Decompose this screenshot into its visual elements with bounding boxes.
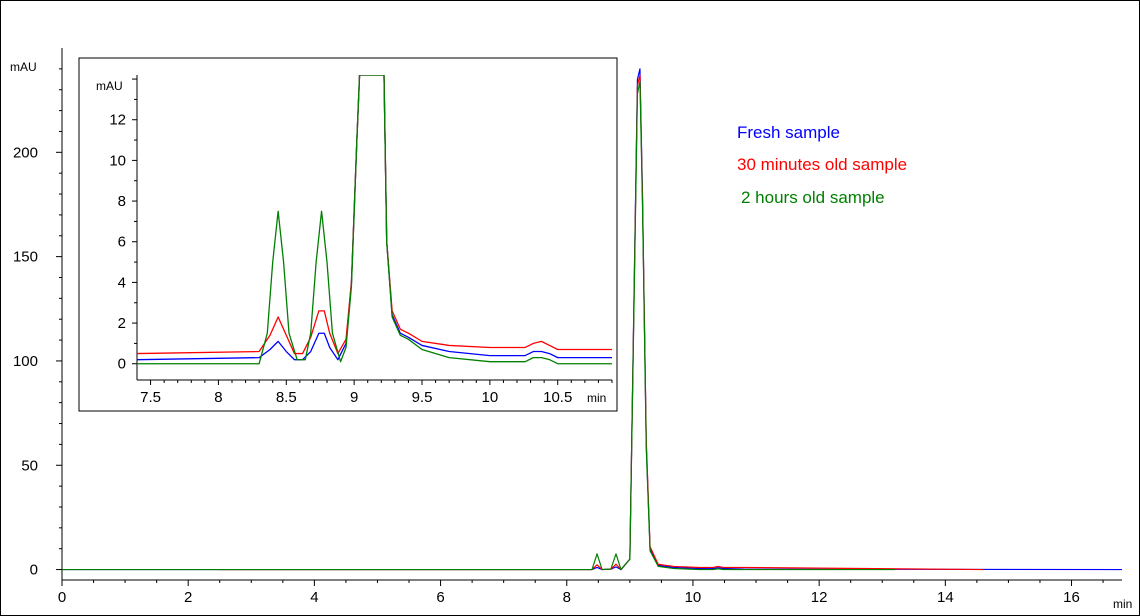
legend: Fresh sample 30 minutes old sample 2 hou… <box>737 123 907 207</box>
inset-x-tick-label: 10.5 <box>543 389 572 406</box>
inset-y-tick-label: 0 <box>118 356 126 373</box>
x-axis-label: min <box>1113 597 1132 611</box>
series-line-2-hours-old-sample <box>62 80 895 571</box>
y-tick-label: 150 <box>13 249 38 266</box>
inset-x-tick-label: 10 <box>482 389 499 406</box>
main-series-group <box>62 68 1123 571</box>
y-axis-label: mAU <box>10 60 37 74</box>
x-tick-label: 4 <box>310 589 318 606</box>
inset-x-tick-label: 9.5 <box>412 389 433 406</box>
inset-y-tick-label: 12 <box>109 112 126 129</box>
y-tick-label: 50 <box>21 457 38 474</box>
inset-y-tick-label: 10 <box>109 152 126 169</box>
inset-y-tick-label: 6 <box>118 234 126 251</box>
inset-y-tick-label: 4 <box>118 274 126 291</box>
x-tick-label: 14 <box>937 589 954 606</box>
inset-y-tick-label: 8 <box>118 193 126 210</box>
inset-x-axis-label: min <box>587 391 606 405</box>
inset-y-axis-label: mAU <box>96 79 123 93</box>
inset-series-group <box>137 75 612 365</box>
y-tick-label: 200 <box>13 144 38 161</box>
inset-x-tick-label: 8 <box>214 389 222 406</box>
inset-x-tick-label: 9 <box>350 389 358 406</box>
series-line-fresh-sample <box>62 68 1123 571</box>
inset-x-tick-label: 8.5 <box>276 389 297 406</box>
inset-frame <box>78 57 618 412</box>
x-tick-label: 10 <box>685 589 702 606</box>
x-tick-label: 16 <box>1063 589 1080 606</box>
legend-entry-2-hours-old-sample: 2 hours old sample <box>741 188 885 207</box>
inset-axes: 0 2 4 6 8 10 12 7.5 8 8.5 9 9.5 10 10.5 mAU min <box>96 75 613 406</box>
inset-series-line-2-hours-old-sample <box>137 75 612 365</box>
y-tick-label: 0 <box>30 562 38 579</box>
y-tick-label: 100 <box>13 353 38 370</box>
x-tick-label: 0 <box>58 589 66 606</box>
x-tick-label: 8 <box>563 589 571 606</box>
legend-entry-30-minutes-old-sample: 30 minutes old sample <box>737 155 907 174</box>
inset-x-tick-label: 7.5 <box>140 389 161 406</box>
x-tick-label: 12 <box>811 589 828 606</box>
x-tick-label: 6 <box>436 589 444 606</box>
x-tick-label: 2 <box>184 589 192 606</box>
legend-entry-fresh-sample: Fresh sample <box>737 123 840 142</box>
inset-y-tick-label: 2 <box>118 315 126 332</box>
